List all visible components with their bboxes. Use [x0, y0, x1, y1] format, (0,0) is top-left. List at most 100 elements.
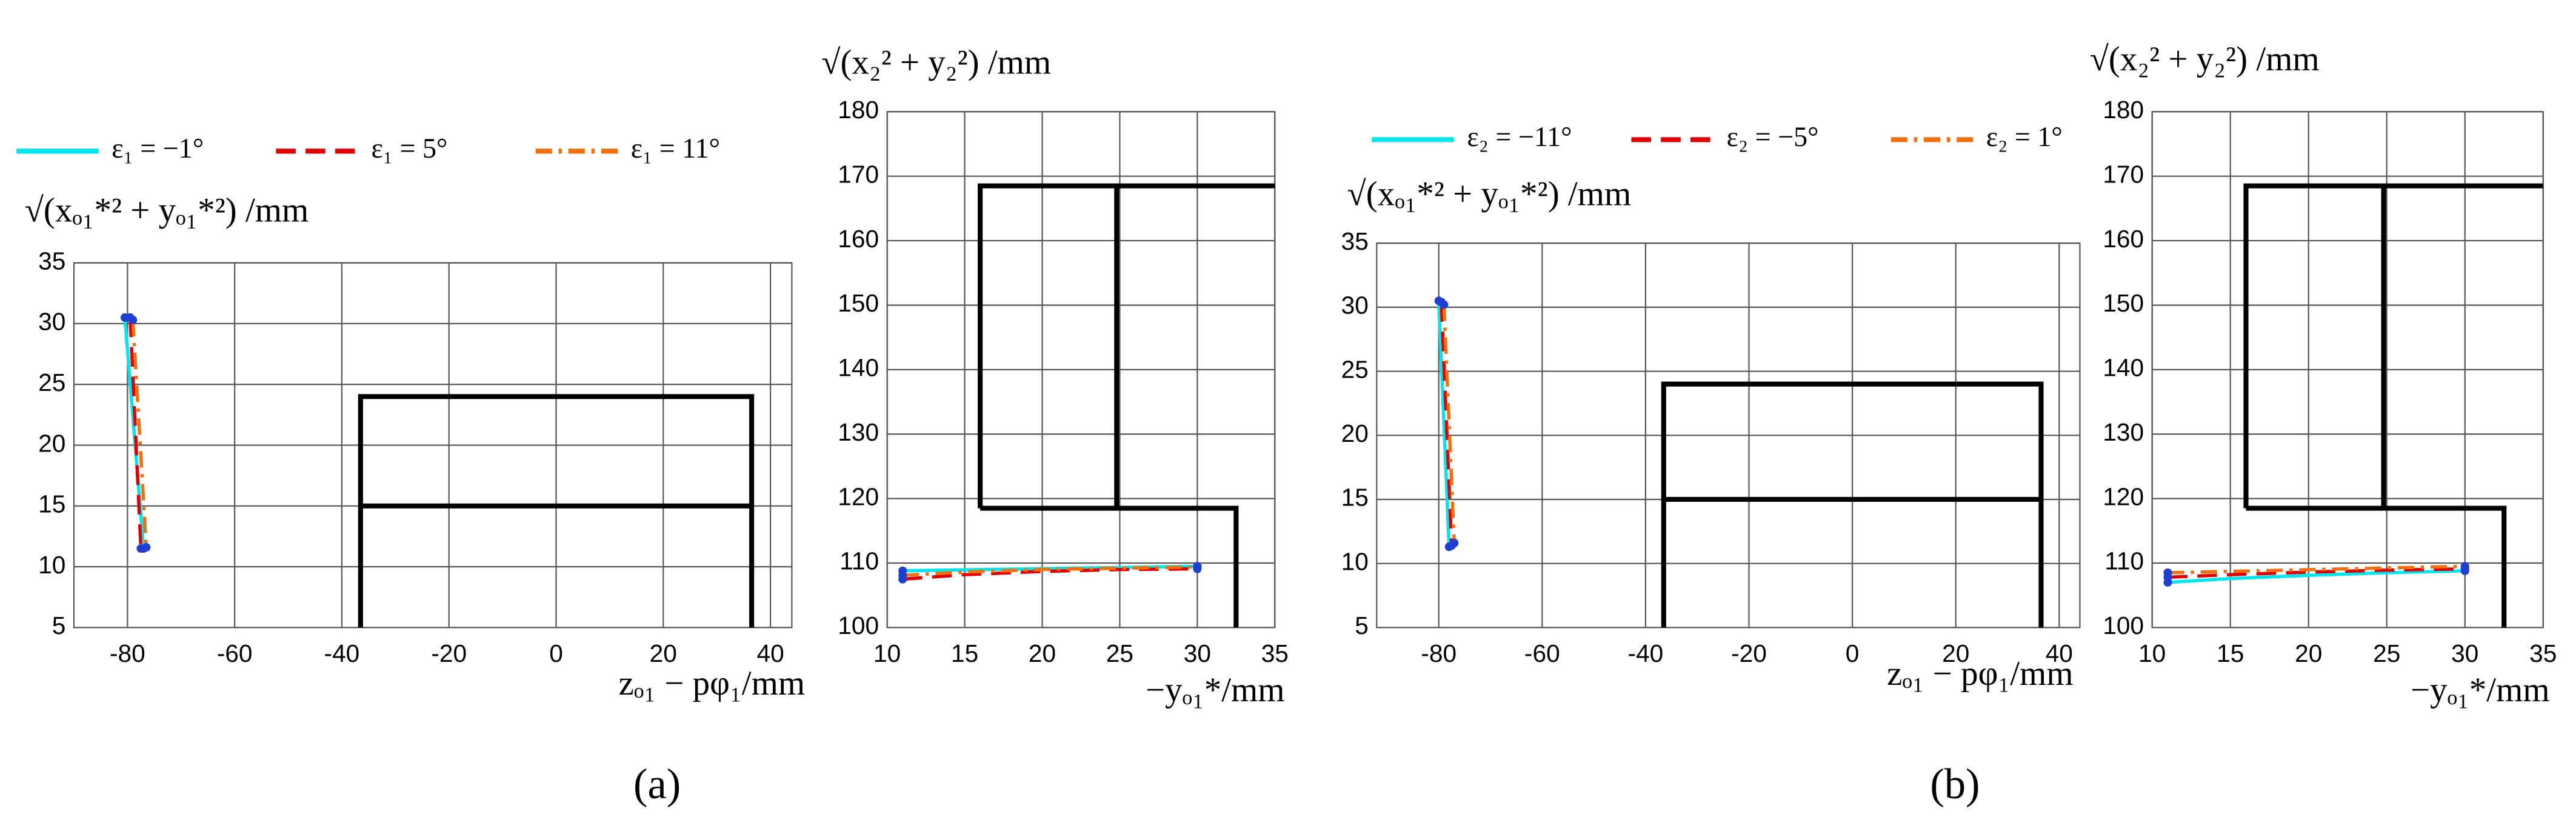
- panel-label: (a): [633, 761, 681, 808]
- y-tick-label: 130: [838, 418, 879, 446]
- x-tick-label: 20: [1029, 639, 1056, 667]
- marker: [128, 315, 138, 325]
- x-tick-label: 10: [873, 639, 901, 667]
- outline: [2246, 505, 2507, 628]
- legend-label: ε₁ = 11°: [631, 133, 720, 164]
- y-tick-label: 180: [2103, 96, 2144, 124]
- marker: [1193, 562, 1202, 572]
- plot-frame: [73, 262, 793, 629]
- panel-label: (b): [1930, 761, 1980, 808]
- y-tick-label: 170: [838, 160, 879, 188]
- y-tick-label: 10: [1341, 547, 1369, 575]
- y-tick-label: 15: [1341, 484, 1369, 512]
- series-line: [128, 317, 143, 549]
- outline: [1661, 381, 2044, 628]
- y-tick-label: 30: [38, 308, 65, 336]
- y-tick-label: 160: [2103, 225, 2144, 253]
- x-tick-label: -80: [1421, 639, 1457, 667]
- x-tick-label: -40: [1628, 639, 1664, 667]
- y-tick-label: 35: [1341, 227, 1369, 255]
- marker: [142, 542, 151, 552]
- y-tick-label: 120: [838, 482, 879, 510]
- y-tick-label: 35: [38, 247, 65, 275]
- y-tick-label: 130: [2103, 418, 2144, 446]
- x-tick-label: -20: [431, 639, 467, 667]
- y-tick-label: 100: [838, 612, 879, 639]
- x-axis-label: −yₒ₁*/mm: [2411, 671, 2550, 709]
- marker: [2460, 562, 2469, 571]
- y-tick-label: 25: [38, 368, 65, 396]
- y-tick-label: 20: [38, 429, 65, 457]
- outline: [2243, 183, 2543, 509]
- series-line: [1437, 301, 1451, 547]
- legend-label: ε₂ = 1°: [1986, 121, 2063, 152]
- y-tick-label: 150: [838, 289, 879, 317]
- plot-frame: [886, 111, 1276, 629]
- x-tick-label: -80: [110, 639, 145, 667]
- legend-label: ε₂ = −11°: [1467, 121, 1572, 152]
- x-tick-label: 20: [1942, 639, 1969, 667]
- y-axis-label: √(x₂² + y₂²) /mm: [821, 43, 1051, 81]
- x-tick-label: 35: [1261, 639, 1289, 667]
- outline: [358, 394, 755, 628]
- x-tick-label: -20: [1731, 639, 1767, 667]
- marker: [1450, 538, 1459, 547]
- y-tick-label: 20: [1341, 419, 1369, 447]
- y-tick-label: 120: [2103, 482, 2144, 510]
- x-tick-label: 35: [2529, 639, 2557, 667]
- series-line: [1442, 304, 1457, 543]
- x-tick-label: 0: [1846, 639, 1860, 667]
- x-tick-label: -40: [324, 639, 360, 667]
- x-tick-label: 25: [1106, 639, 1133, 667]
- series-line: [131, 319, 148, 548]
- y-tick-label: 110: [2104, 547, 2144, 575]
- y-tick-label: 25: [1341, 355, 1369, 383]
- x-tick-label: 10: [2138, 639, 2166, 667]
- legend-label: ε₁ = −1°: [112, 133, 204, 164]
- x-tick-label: 15: [2217, 639, 2244, 667]
- y-tick-label: 5: [52, 612, 66, 639]
- x-tick-label: 20: [650, 639, 677, 667]
- y-tick-label: 180: [838, 96, 879, 124]
- y-tick-label: 110: [839, 547, 879, 575]
- marker: [2163, 568, 2172, 578]
- y-tick-label: 100: [2103, 612, 2144, 639]
- y-axis-label: √(xₒ₁*² + yₒ₁*²) /mm: [1347, 175, 1632, 213]
- y-tick-label: 15: [38, 490, 65, 518]
- legend-label: ε₂ = −5°: [1727, 121, 1819, 152]
- series-line: [2167, 569, 2465, 584]
- y-tick-label: 140: [838, 354, 879, 382]
- x-tick-label: -60: [217, 639, 253, 667]
- y-tick-label: 30: [1341, 292, 1369, 319]
- x-tick-label: -60: [1524, 639, 1560, 667]
- y-tick-label: 140: [2103, 354, 2144, 382]
- y-axis-label: √(x₂² + y₂²) /mm: [2090, 40, 2320, 78]
- series-line: [903, 565, 1198, 577]
- x-tick-label: 20: [2295, 639, 2322, 667]
- y-tick-label: 150: [2103, 289, 2144, 317]
- y-axis-label: √(xₒ₁*² + yₒ₁*²) /mm: [25, 191, 309, 229]
- outline: [980, 505, 1239, 628]
- y-tick-label: 170: [2103, 160, 2144, 188]
- legend-label: ε₁ = 5°: [372, 133, 448, 164]
- x-tick-label: 30: [1184, 639, 1211, 667]
- x-tick-label: 0: [549, 639, 563, 667]
- marker: [1440, 300, 1449, 309]
- plot-frame: [1376, 242, 2081, 629]
- y-tick-label: 10: [38, 551, 65, 579]
- plot-frame: [2151, 111, 2544, 629]
- x-axis-label: zₒ₁ − pφ₁/mm: [619, 664, 806, 702]
- series-line: [2167, 567, 2465, 579]
- x-axis-label: −yₒ₁*/mm: [1146, 671, 1285, 709]
- series-line: [1440, 302, 1453, 546]
- x-tick-label: 40: [2046, 639, 2073, 667]
- x-tick-label: 40: [756, 639, 784, 667]
- y-tick-label: 160: [838, 225, 879, 253]
- marker: [898, 571, 907, 580]
- y-tick-label: 5: [1355, 612, 1369, 639]
- x-axis-label: zₒ₁ − pφ₁/mm: [1887, 655, 2074, 693]
- x-tick-label: 25: [2373, 639, 2400, 667]
- x-tick-label: 30: [2451, 639, 2478, 667]
